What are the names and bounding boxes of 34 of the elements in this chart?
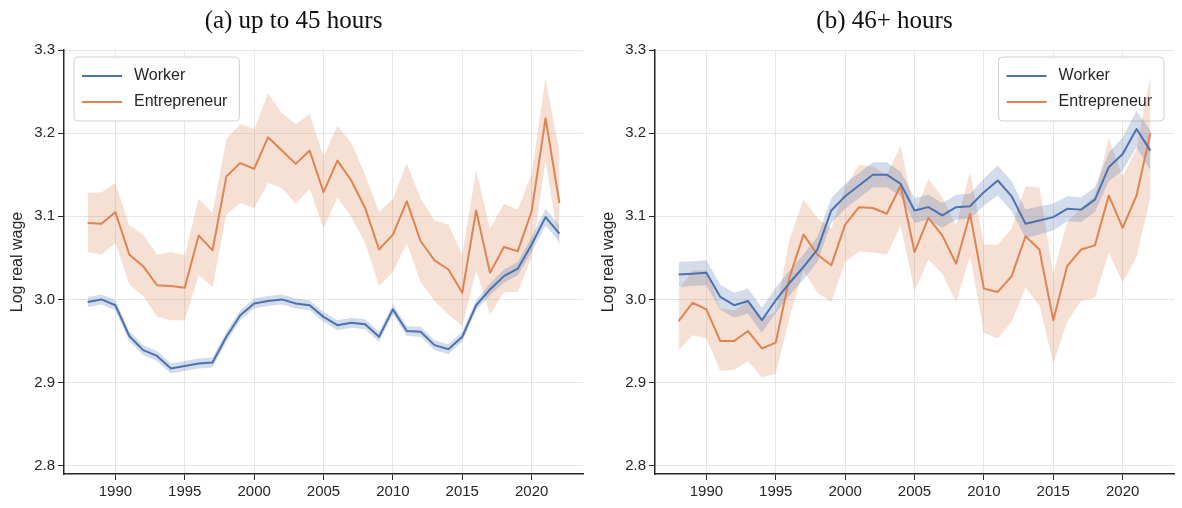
y-tick-label: 2.8 <box>625 455 647 473</box>
y-tick-label: 3.0 <box>34 289 56 307</box>
legend-label: Worker <box>1058 66 1111 84</box>
chart-title: (a) up to 45 hours <box>204 5 383 34</box>
x-tick-label: 1990 <box>98 482 133 500</box>
y-tick-label: 2.9 <box>34 372 56 390</box>
y-tick-label: 3.2 <box>34 123 56 141</box>
y-tick-label: 3.1 <box>625 206 647 224</box>
legend-label: Entrepreneur <box>1058 92 1153 110</box>
x-tick-label: 2015 <box>1036 482 1070 500</box>
y-tick-label: 3.2 <box>625 123 647 141</box>
x-tick-label: 1995 <box>759 482 793 500</box>
y-tick-label: 3.3 <box>34 40 56 58</box>
chart-title: (b) 46+ hours <box>816 5 953 34</box>
x-tick-label: 2000 <box>237 482 271 500</box>
x-tick-label: 1995 <box>168 482 202 500</box>
x-tick-label: 2015 <box>445 482 479 500</box>
x-tick-label: 2020 <box>514 482 549 500</box>
y-tick-label: 2.8 <box>34 455 56 473</box>
legend-label: Entrepreneur <box>134 92 229 110</box>
y-tick-label: 3.0 <box>625 289 647 307</box>
x-tick-label: 2010 <box>967 482 1001 500</box>
x-tick-label: 1990 <box>689 482 724 500</box>
x-tick-label: 2005 <box>306 482 341 500</box>
x-tick-label: 2000 <box>828 482 862 500</box>
y-tick-label: 2.9 <box>625 372 647 390</box>
y-axis-title: Log real wage <box>8 211 26 313</box>
legend-label: Worker <box>134 66 186 84</box>
x-tick-label: 2020 <box>1105 482 1140 500</box>
y-tick-label: 3.1 <box>34 206 56 224</box>
x-tick-label: 2005 <box>897 482 932 500</box>
y-axis-title: Log real wage <box>599 211 617 313</box>
y-tick-label: 3.3 <box>625 40 647 58</box>
x-tick-label: 2010 <box>376 482 410 500</box>
